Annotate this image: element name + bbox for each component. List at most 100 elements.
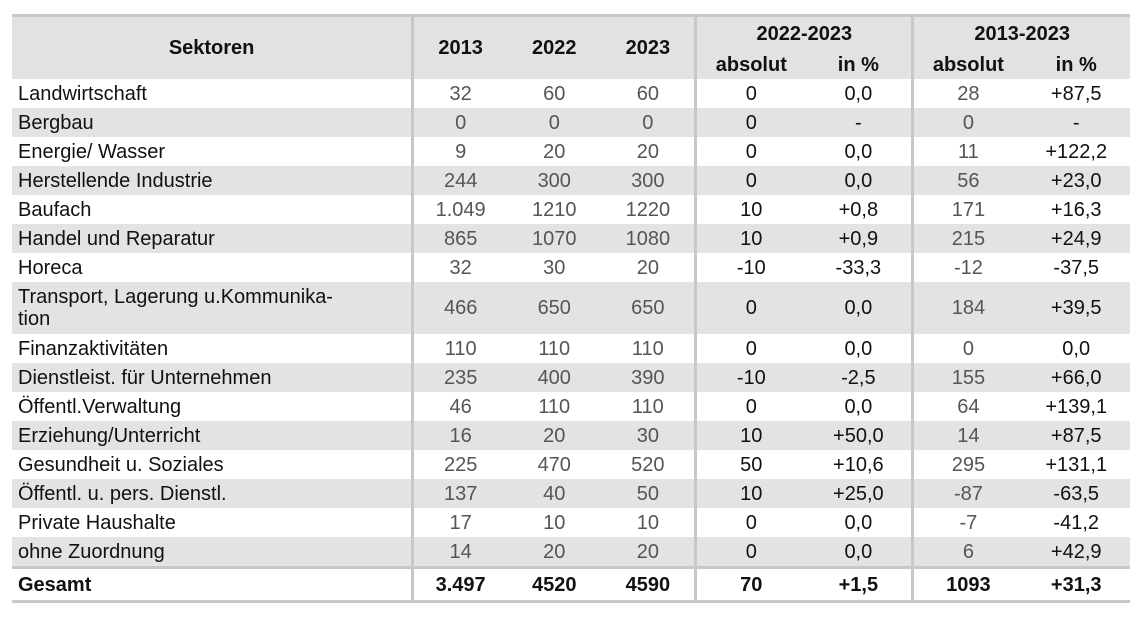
cell-abs-2013-2023: 14 <box>912 421 1023 450</box>
cell-pct-2013-2023: +39,5 <box>1022 282 1130 334</box>
cell-abs-2013-2023: -87 <box>912 479 1023 508</box>
header-group-2022-2023: 2022-2023 <box>695 14 915 51</box>
cell-2022: 60 <box>507 79 602 108</box>
cell-2023: 50 <box>601 479 698 508</box>
header-2022: 2022 <box>507 14 602 79</box>
cell-abs-2013-2023: 295 <box>912 450 1023 479</box>
cell-pct-2022-2023: 0,0 <box>805 392 915 421</box>
cell-2013: 225 <box>412 450 508 479</box>
sector-name: Transport, Lagerung u.Kommunika- tion <box>12 282 415 334</box>
table-row: Handel und Reparatur 865 1070 1080 10 +0,9 215… <box>12 224 1130 253</box>
sector-name: Öffentl.Verwaltung <box>12 392 415 421</box>
sector-name: ohne Zuordnung <box>12 537 415 568</box>
header-pct-2: in % <box>1022 51 1130 79</box>
cell-pct-2022-2023: 0,0 <box>805 137 915 166</box>
table-row: Erziehung/Unterricht 16 20 30 10 +50,0 14 +87,5 <box>12 421 1130 450</box>
table-row: Bergbau 0 0 0 0-0- <box>12 108 1130 137</box>
cell-abs-2013-2023: -12 <box>912 253 1023 282</box>
header-2013: 2013 <box>412 14 508 79</box>
cell-2023: 390 <box>601 363 698 392</box>
cell-2022: 4520 <box>507 566 602 603</box>
cell-abs-2022-2023: 0 <box>695 166 806 195</box>
cell-2022: 1210 <box>507 195 602 224</box>
cell-2022: 300 <box>507 166 602 195</box>
cell-2023: 520 <box>601 450 698 479</box>
cell-pct-2022-2023: +0,9 <box>805 224 915 253</box>
cell-pct-2013-2023: +66,0 <box>1022 363 1130 392</box>
cell-abs-2022-2023: 0 <box>695 282 806 334</box>
cell-2013: 235 <box>412 363 508 392</box>
cell-abs-2013-2023: 28 <box>912 79 1023 108</box>
table-row: Landwirtschaft 32 60 60 0 0,0 28 +87,5 <box>12 79 1130 108</box>
cell-abs-2022-2023: 0 <box>695 392 806 421</box>
cell-pct-2022-2023: -2,5 <box>805 363 915 392</box>
cell-2023: 20 <box>601 253 698 282</box>
cell-abs-2013-2023: 1093 <box>912 566 1023 603</box>
header-absolut-2: absolut <box>912 51 1023 79</box>
cell-pct-2013-2023: +24,9 <box>1022 224 1130 253</box>
table-row: Finanzaktivitäten 110 110 110 0 0,0 0 0,0 <box>12 334 1130 363</box>
cell-2022: 20 <box>507 137 602 166</box>
cell-abs-2013-2023: 184 <box>912 282 1023 334</box>
header-pct-1: in % <box>805 51 915 79</box>
cell-abs-2022-2023: 50 <box>695 450 806 479</box>
cell-2013: 3.497 <box>412 566 508 603</box>
cell-2022: 40 <box>507 479 602 508</box>
cell-abs-2013-2023: 64 <box>912 392 1023 421</box>
cell-abs-2022-2023: 0 <box>695 79 806 108</box>
header-sectors: Sektoren <box>12 14 415 79</box>
cell-2023: 10 <box>601 508 698 537</box>
cell-abs-2013-2023: 0 <box>912 334 1023 363</box>
total-row: Gesamt 3.497 4520 4590 70 +1,5 1093 +31,3 <box>12 566 1130 603</box>
cell-abs-2022-2023: 0 <box>695 508 806 537</box>
total-label: Gesamt <box>12 566 415 603</box>
sector-name: Finanzaktivitäten <box>12 334 415 363</box>
cell-2013: 0 <box>412 108 508 137</box>
cell-2023: 300 <box>601 166 698 195</box>
cell-pct-2013-2023: 0,0 <box>1022 334 1130 363</box>
cell-2022: 1070 <box>507 224 602 253</box>
cell-2023: 110 <box>601 334 698 363</box>
sector-name: Herstellende Industrie <box>12 166 415 195</box>
cell-pct-2013-2023: +42,9 <box>1022 537 1130 568</box>
cell-pct-2013-2023: +87,5 <box>1022 79 1130 108</box>
cell-pct-2022-2023: +50,0 <box>805 421 915 450</box>
cell-abs-2013-2023: 171 <box>912 195 1023 224</box>
cell-pct-2022-2023: 0,0 <box>805 282 915 334</box>
cell-abs-2013-2023: 215 <box>912 224 1023 253</box>
cell-abs-2022-2023: 10 <box>695 224 806 253</box>
cell-abs-2013-2023: -7 <box>912 508 1023 537</box>
cell-2022: 110 <box>507 392 602 421</box>
table-row: Private Haushalte 17 10 10 0 0,0 -7 -41,2 <box>12 508 1130 537</box>
cell-2013: 466 <box>412 282 508 334</box>
table-row: Transport, Lagerung u.Kommunika- tion 466… <box>12 282 1130 334</box>
sector-name: Öffentl. u. pers. Dienstl. <box>12 479 415 508</box>
cell-pct-2013-2023: +139,1 <box>1022 392 1130 421</box>
table-row: Herstellende Industrie 244 300 300 0 0,0 56 +23… <box>12 166 1130 195</box>
header-group-2013-2023: 2013-2023 <box>912 14 1130 51</box>
table-row: Baufach 1.049 1210 1220 10 +0,8 171 +16,3 <box>12 195 1130 224</box>
cell-pct-2022-2023: 0,0 <box>805 166 915 195</box>
cell-pct-2022-2023: 0,0 <box>805 508 915 537</box>
table-row: Gesundheit u. Soziales 225 470 520 50 +10,6 29… <box>12 450 1130 479</box>
cell-pct-2022-2023: 0,0 <box>805 537 915 568</box>
cell-pct-2013-2023: -63,5 <box>1022 479 1130 508</box>
cell-abs-2013-2023: 6 <box>912 537 1023 568</box>
cell-2022: 110 <box>507 334 602 363</box>
cell-abs-2013-2023: 56 <box>912 166 1023 195</box>
cell-abs-2022-2023: 0 <box>695 537 806 568</box>
cell-2013: 17 <box>412 508 508 537</box>
cell-2022: 400 <box>507 363 602 392</box>
cell-pct-2022-2023: 0,0 <box>805 79 915 108</box>
cell-2022: 30 <box>507 253 602 282</box>
cell-pct-2013-2023: +87,5 <box>1022 421 1130 450</box>
cell-2022: 20 <box>507 537 602 568</box>
cell-2023: 4590 <box>601 566 698 603</box>
cell-abs-2022-2023: 10 <box>695 479 806 508</box>
sector-name: Private Haushalte <box>12 508 415 537</box>
sector-name: Dienstleist. für Unternehmen <box>12 363 415 392</box>
cell-pct-2013-2023: +23,0 <box>1022 166 1130 195</box>
cell-2023: 1220 <box>601 195 698 224</box>
cell-2013: 110 <box>412 334 508 363</box>
